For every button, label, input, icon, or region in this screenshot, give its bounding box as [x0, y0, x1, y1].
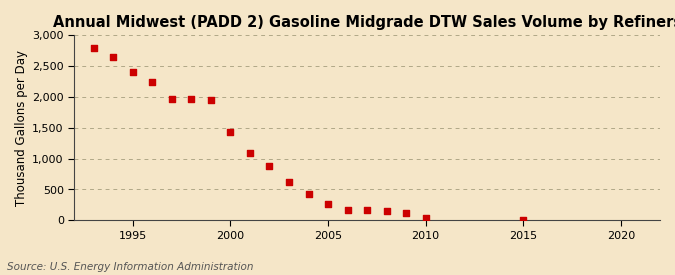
Y-axis label: Thousand Gallons per Day: Thousand Gallons per Day [15, 50, 28, 206]
Point [147, 79, 158, 84]
Point [342, 207, 353, 212]
Title: Annual Midwest (PADD 2) Gasoline Midgrade DTW Sales Volume by Refiners: Annual Midwest (PADD 2) Gasoline Midgrad… [53, 15, 675, 30]
Point [362, 207, 373, 212]
Text: Source: U.S. Energy Information Administration: Source: U.S. Energy Information Administ… [7, 262, 253, 272]
Point [225, 130, 236, 134]
Point [205, 98, 216, 102]
Point [244, 150, 255, 155]
Point [284, 180, 294, 184]
Point [264, 164, 275, 168]
Point [108, 55, 119, 59]
Point [323, 202, 333, 206]
Point [381, 209, 392, 213]
Point [401, 210, 412, 215]
Point [167, 96, 178, 101]
Point [303, 192, 314, 197]
Point [518, 218, 529, 222]
Point [88, 45, 99, 50]
Point [128, 70, 138, 75]
Point [421, 216, 431, 221]
Point [186, 96, 197, 101]
